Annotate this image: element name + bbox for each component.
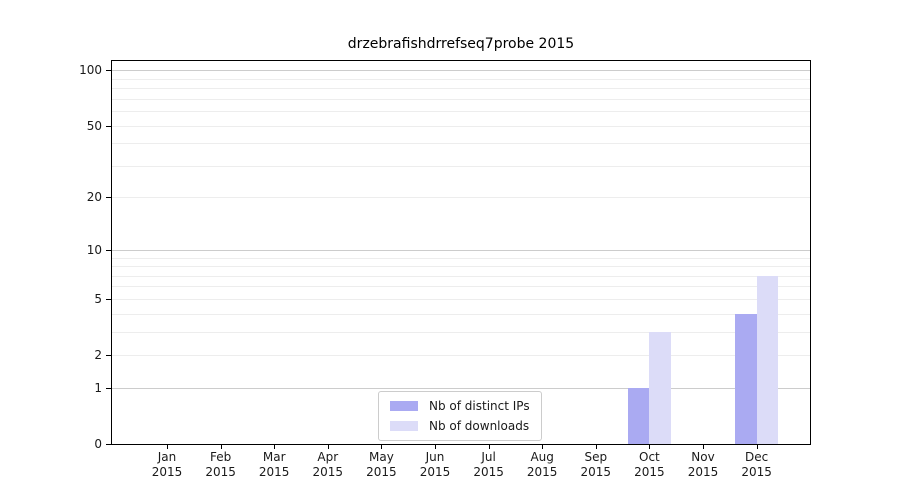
minor-gridline bbox=[112, 298, 810, 300]
x-tick-label: Sep 2015 bbox=[569, 450, 623, 480]
x-tick-month: Aug bbox=[530, 450, 554, 464]
y-tick-label: 10 bbox=[86, 242, 102, 257]
bar-distinct-ips bbox=[735, 313, 757, 444]
x-tick-year: 2015 bbox=[366, 465, 397, 479]
y-tick-label: 5 bbox=[94, 291, 102, 306]
x-tick bbox=[703, 444, 704, 449]
x-tick bbox=[381, 444, 383, 449]
minor-gridline bbox=[112, 98, 810, 100]
minor-gridline bbox=[112, 331, 810, 333]
y-tick bbox=[106, 249, 112, 251]
minor-gridline bbox=[112, 88, 810, 89]
bar-downloads bbox=[756, 275, 779, 444]
x-tick-month: Apr bbox=[317, 450, 339, 464]
gridlines-layer bbox=[112, 61, 810, 444]
y-tick-label: 2 bbox=[94, 348, 102, 362]
x-tick bbox=[435, 444, 436, 449]
x-tick bbox=[542, 444, 544, 449]
x-tick-label: Mar 2015 bbox=[247, 450, 301, 480]
x-tick-month: Nov bbox=[691, 450, 715, 464]
minor-gridline bbox=[112, 125, 810, 127]
x-tick-year: 2015 bbox=[205, 465, 236, 479]
legend-item-downloads: Nb of downloads bbox=[390, 419, 530, 433]
x-tick-label: Oct 2015 bbox=[622, 450, 676, 480]
x-tick bbox=[327, 444, 329, 449]
legend-swatch-distinct-ips-icon bbox=[390, 401, 418, 411]
chart-title: drzebrafishdrrefseq7probe 2015 bbox=[347, 36, 575, 52]
bars-layer bbox=[112, 61, 810, 444]
y-tick-label: 0 bbox=[94, 437, 102, 451]
y-tick-label: 100 bbox=[79, 63, 102, 78]
x-tick-label: Apr 2015 bbox=[301, 450, 355, 480]
x-tick-year: 2015 bbox=[634, 465, 665, 479]
legend-item-distinct-ips: Nb of distinct IPs bbox=[390, 399, 530, 413]
minor-gridline bbox=[112, 257, 810, 259]
x-tick-year: 2015 bbox=[473, 465, 504, 479]
legend-label-distinct-ips: Nb of distinct IPs bbox=[429, 399, 530, 413]
minor-gridline bbox=[112, 286, 810, 288]
x-tick-label: Jul 2015 bbox=[462, 450, 516, 480]
x-tick-month: Jun bbox=[425, 450, 445, 464]
major-gridline bbox=[112, 249, 810, 251]
y-tick-label: 1 bbox=[94, 380, 102, 395]
x-tick-year: 2015 bbox=[258, 465, 290, 479]
x-tick-month: May bbox=[368, 450, 394, 464]
y-tick bbox=[106, 70, 112, 72]
minor-gridline bbox=[112, 266, 810, 267]
minor-gridline bbox=[112, 197, 810, 199]
minor-gridline bbox=[112, 78, 810, 80]
y-tick bbox=[106, 197, 112, 199]
minor-gridline bbox=[112, 355, 810, 356]
major-gridline bbox=[112, 387, 810, 389]
x-tick-year: 2015 bbox=[580, 465, 612, 479]
x-tick-month: Jan bbox=[157, 450, 177, 464]
x-tick-year: 2015 bbox=[687, 465, 719, 479]
minor-gridline bbox=[112, 275, 810, 277]
x-tick-year: 2015 bbox=[312, 465, 344, 479]
bar-downloads bbox=[649, 331, 671, 444]
x-tick-label: Feb 2015 bbox=[194, 450, 248, 480]
x-tick bbox=[274, 444, 276, 449]
x-tick-year: 2015 bbox=[741, 465, 772, 479]
x-tick-month: Jul bbox=[481, 450, 496, 464]
x-tick bbox=[167, 444, 168, 449]
minor-gridline bbox=[112, 143, 810, 145]
x-tick-label: Jan 2015 bbox=[140, 450, 194, 480]
x-tick-label: Nov 2015 bbox=[676, 450, 730, 480]
x-tick bbox=[488, 444, 490, 449]
x-tick bbox=[649, 444, 651, 449]
y-tick bbox=[106, 444, 112, 445]
minor-gridline bbox=[112, 165, 810, 167]
plot-area: Nb of distinct IPs Nb of downloads bbox=[111, 60, 811, 445]
x-tick-year: 2015 bbox=[151, 465, 183, 479]
x-tick bbox=[756, 444, 758, 449]
legend: Nb of distinct IPs Nb of downloads bbox=[378, 391, 542, 441]
x-tick-month: Mar bbox=[262, 450, 286, 464]
x-tick-label: Jun 2015 bbox=[408, 450, 462, 480]
y-tick-label: 20 bbox=[86, 190, 102, 205]
x-tick bbox=[220, 444, 222, 449]
y-tick-label: 50 bbox=[86, 118, 102, 133]
minor-gridline bbox=[112, 110, 810, 112]
bar-distinct-ips bbox=[627, 387, 650, 444]
x-tick-month: Dec bbox=[744, 450, 769, 464]
y-tick bbox=[106, 125, 112, 127]
x-tick-label: Dec 2015 bbox=[730, 450, 784, 480]
x-tick-month: Sep bbox=[584, 450, 608, 464]
x-tick-year: 2015 bbox=[419, 465, 451, 479]
y-tick bbox=[106, 298, 112, 300]
legend-swatch-downloads-icon bbox=[390, 421, 418, 431]
y-tick bbox=[106, 355, 112, 356]
legend-label-downloads: Nb of downloads bbox=[429, 419, 530, 433]
x-tick-month: Feb bbox=[209, 450, 232, 464]
x-tick-label: May 2015 bbox=[354, 450, 408, 480]
y-tick bbox=[106, 387, 112, 389]
x-tick bbox=[595, 444, 597, 449]
major-gridline bbox=[112, 70, 810, 72]
x-tick-month: Oct bbox=[639, 450, 660, 464]
minor-gridline bbox=[112, 313, 810, 315]
x-tick-label: Aug 2015 bbox=[515, 450, 569, 480]
x-tick-year: 2015 bbox=[526, 465, 558, 479]
